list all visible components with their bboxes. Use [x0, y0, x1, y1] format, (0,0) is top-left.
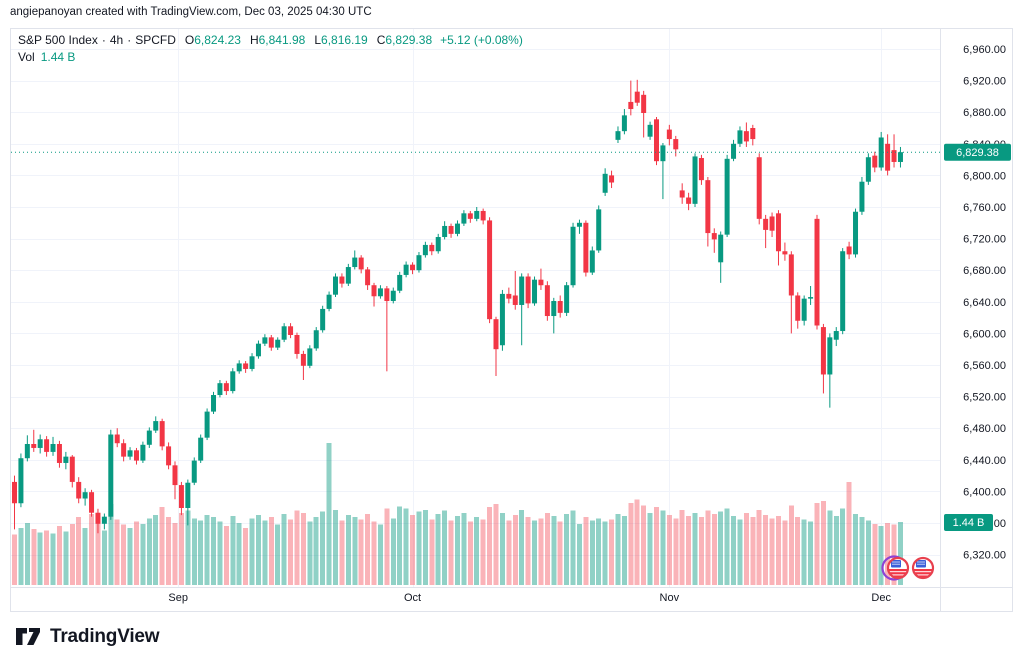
time-axis[interactable]: Sep Oct Nov Dec — [168, 592, 891, 604]
price-tick-label: 6,880.00 — [963, 107, 1006, 119]
price-tick-label: 6,680.00 — [963, 265, 1006, 277]
legend-separator: · — [101, 33, 106, 47]
low-value: 6,816.19 — [321, 33, 368, 47]
price-tick-label: 6,440.00 — [963, 455, 1006, 467]
open-label: O — [184, 33, 195, 47]
attribution-text: angiepanoyan created with TradingView.co… — [10, 6, 372, 18]
time-tick-label: Nov — [660, 592, 680, 604]
open-value: 6,824.23 — [194, 33, 241, 47]
price-tick-label: 6,400.00 — [963, 486, 1006, 498]
price-tick-label: 6,800.00 — [963, 170, 1006, 182]
high-value: 6,841.98 — [258, 33, 306, 47]
volume-layer — [12, 442, 903, 585]
close-value: 6,829.38 — [385, 33, 433, 47]
time-tick-label: Sep — [168, 592, 188, 604]
symbol-flag-icons — [881, 555, 935, 581]
candles-layer — [12, 79, 903, 534]
price-tick-label: 6,760.00 — [963, 202, 1006, 214]
legend-separator: · — [127, 33, 132, 47]
svg-text:1.44 B: 1.44 B — [953, 517, 985, 529]
price-tick-label: 6,480.00 — [963, 423, 1006, 435]
change-value: +5.12 (+0.08%) — [440, 33, 523, 47]
tradingview-brand[interactable]: TradingView — [14, 624, 160, 650]
grid-layer — [11, 29, 940, 587]
price-tick-label: 6,560.00 — [963, 360, 1006, 372]
symbol-title[interactable]: S&P 500 Index — [18, 33, 98, 47]
price-tick-label: 6,720.00 — [963, 234, 1006, 246]
svg-text:6,829.38: 6,829.38 — [956, 147, 999, 159]
chart-legend: S&P 500 Index · 4h · SPCFD O6,824.23 H6,841.98… — [18, 33, 523, 47]
low-label: L — [314, 33, 322, 47]
close-label: C — [376, 33, 386, 47]
price-chart-canvas[interactable]: 6,960.006,920.006,880.006,840.006,800.00… — [0, 28, 1024, 618]
exchange-label[interactable]: SPCFD — [135, 33, 176, 47]
high-label: H — [249, 33, 259, 47]
time-tick-label: Oct — [404, 592, 421, 604]
us-flag-icon — [886, 556, 910, 580]
us-flag-icon — [911, 556, 935, 580]
price-tick-label: 6,640.00 — [963, 297, 1006, 309]
price-tick-label: 6,960.00 — [963, 44, 1006, 56]
tradingview-logo-icon — [16, 628, 40, 645]
volume-legend: Vol 1.44 B — [18, 50, 75, 64]
time-tick-label: Dec — [871, 592, 891, 604]
brand-text: TradingView — [50, 626, 160, 647]
interval-label[interactable]: 4h — [109, 33, 124, 47]
price-axis[interactable]: 6,960.006,920.006,880.006,840.006,800.00… — [963, 44, 1006, 562]
price-tick-label: 6,600.00 — [963, 328, 1006, 340]
chart-frame — [10, 28, 1013, 612]
price-tick-label: 6,320.00 — [963, 550, 1006, 562]
volume-label[interactable]: Vol — [18, 50, 35, 64]
volume-badge: 1.44 B — [944, 514, 993, 531]
price-tick-label: 6,520.00 — [963, 392, 1006, 404]
current-price-badge: 6,829.38 — [944, 143, 1011, 161]
volume-value: 1.44 B — [40, 50, 76, 64]
price-tick-label: 6,920.00 — [963, 76, 1006, 88]
